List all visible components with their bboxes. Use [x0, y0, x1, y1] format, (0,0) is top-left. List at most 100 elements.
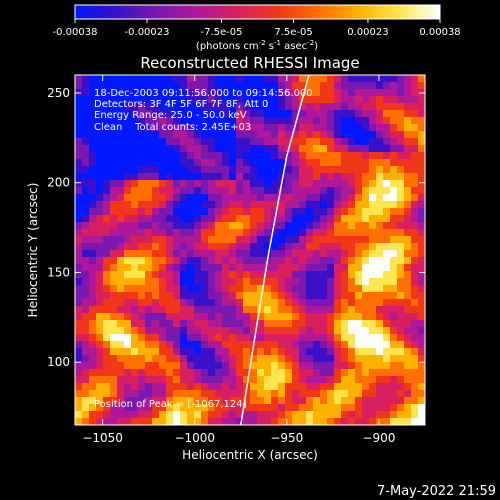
heatmap-cell	[341, 145, 349, 153]
heatmap-cell	[180, 264, 188, 272]
heatmap-cell	[390, 264, 398, 272]
heatmap-cell	[390, 89, 398, 97]
heatmap-cell	[404, 208, 412, 216]
heatmap-cell	[75, 180, 83, 188]
heatmap-cell	[390, 222, 398, 230]
heatmap-cell	[390, 292, 398, 300]
heatmap-cell	[173, 390, 181, 398]
heatmap-cell	[166, 369, 174, 377]
heatmap-cell	[166, 271, 174, 279]
heatmap-cell	[320, 201, 328, 209]
heatmap-cell	[110, 138, 118, 146]
heatmap-cell	[362, 173, 370, 181]
heatmap-cell	[215, 257, 223, 265]
heatmap-cell	[264, 243, 272, 251]
heatmap-cell	[89, 285, 97, 293]
heatmap-cell	[397, 159, 405, 167]
heatmap-cell	[369, 299, 377, 307]
heatmap-cell	[404, 292, 412, 300]
heatmap-cell	[369, 110, 377, 118]
heatmap-cell	[341, 278, 349, 286]
heatmap-cell	[390, 383, 398, 391]
heatmap-cell	[75, 334, 83, 342]
heatmap-cell	[334, 327, 342, 335]
heatmap-cell	[264, 110, 272, 118]
heatmap-cell	[201, 96, 209, 104]
heatmap-cell	[145, 390, 153, 398]
heatmap-cell	[82, 180, 90, 188]
heatmap-cell	[124, 201, 132, 209]
heatmap-cell	[124, 180, 132, 188]
heatmap-cell	[82, 383, 90, 391]
heatmap-cell	[159, 390, 167, 398]
heatmap-cell	[362, 257, 370, 265]
heatmap-cell	[124, 278, 132, 286]
heatmap-cell	[369, 243, 377, 251]
heatmap-cell	[222, 299, 230, 307]
heatmap-cell	[327, 159, 335, 167]
heatmap-cell	[271, 271, 279, 279]
heatmap-cell	[243, 215, 251, 223]
heatmap-cell	[201, 110, 209, 118]
heatmap-cell	[355, 250, 363, 258]
heatmap-cell	[397, 145, 405, 153]
heatmap-cell	[369, 390, 377, 398]
heatmap-cell	[103, 187, 111, 195]
heatmap-cell	[138, 173, 146, 181]
heatmap-cell	[215, 404, 223, 412]
heatmap-cell	[390, 334, 398, 342]
heatmap-cell	[124, 145, 132, 153]
heatmap-cell	[166, 250, 174, 258]
heatmap-cell	[152, 180, 160, 188]
heatmap-cell	[152, 194, 160, 202]
heatmap-cell	[82, 117, 90, 125]
heatmap-cell	[397, 215, 405, 223]
heatmap-cell	[320, 215, 328, 223]
heatmap-cell	[180, 313, 188, 321]
heatmap-cell	[187, 152, 195, 160]
heatmap-cell	[173, 117, 181, 125]
heatmap-cell	[404, 75, 412, 83]
heatmap-cell	[180, 215, 188, 223]
heatmap-cell	[320, 271, 328, 279]
heatmap-cell	[180, 250, 188, 258]
heatmap-cell	[152, 103, 160, 111]
heatmap-cell	[152, 229, 160, 237]
heatmap-cell	[306, 320, 314, 328]
heatmap-cell	[243, 404, 251, 412]
heatmap-cell	[383, 362, 391, 370]
heatmap-cell	[278, 89, 286, 97]
heatmap-cell	[222, 124, 230, 132]
heatmap-cell	[418, 208, 425, 216]
heatmap-cell	[180, 201, 188, 209]
heatmap-cell	[138, 138, 146, 146]
heatmap-cell	[96, 110, 104, 118]
heatmap-cell	[369, 159, 377, 167]
heatmap-cell	[236, 264, 244, 272]
heatmap-cell	[355, 292, 363, 300]
heatmap-cell	[110, 313, 118, 321]
heatmap-cell	[341, 215, 349, 223]
heatmap-cell	[257, 250, 265, 258]
heatmap-cell	[404, 355, 412, 363]
heatmap-cell	[250, 201, 258, 209]
heatmap-cell	[131, 173, 139, 181]
heatmap-cell	[187, 229, 195, 237]
heatmap-cell	[131, 355, 139, 363]
heatmap-cell	[369, 313, 377, 321]
heatmap-cell	[110, 418, 118, 425]
heatmap-cell	[271, 187, 279, 195]
heatmap-cell	[208, 89, 216, 97]
heatmap-cell	[145, 159, 153, 167]
heatmap-cell	[334, 89, 342, 97]
heatmap-cell	[131, 243, 139, 251]
heatmap-cell	[271, 376, 279, 384]
heatmap-cell	[229, 194, 237, 202]
heatmap-cell	[82, 376, 90, 384]
heatmap-cell	[201, 369, 209, 377]
heatmap-cell	[159, 362, 167, 370]
heatmap-cell	[418, 264, 425, 272]
heatmap-cell	[278, 201, 286, 209]
heatmap-cell	[320, 187, 328, 195]
